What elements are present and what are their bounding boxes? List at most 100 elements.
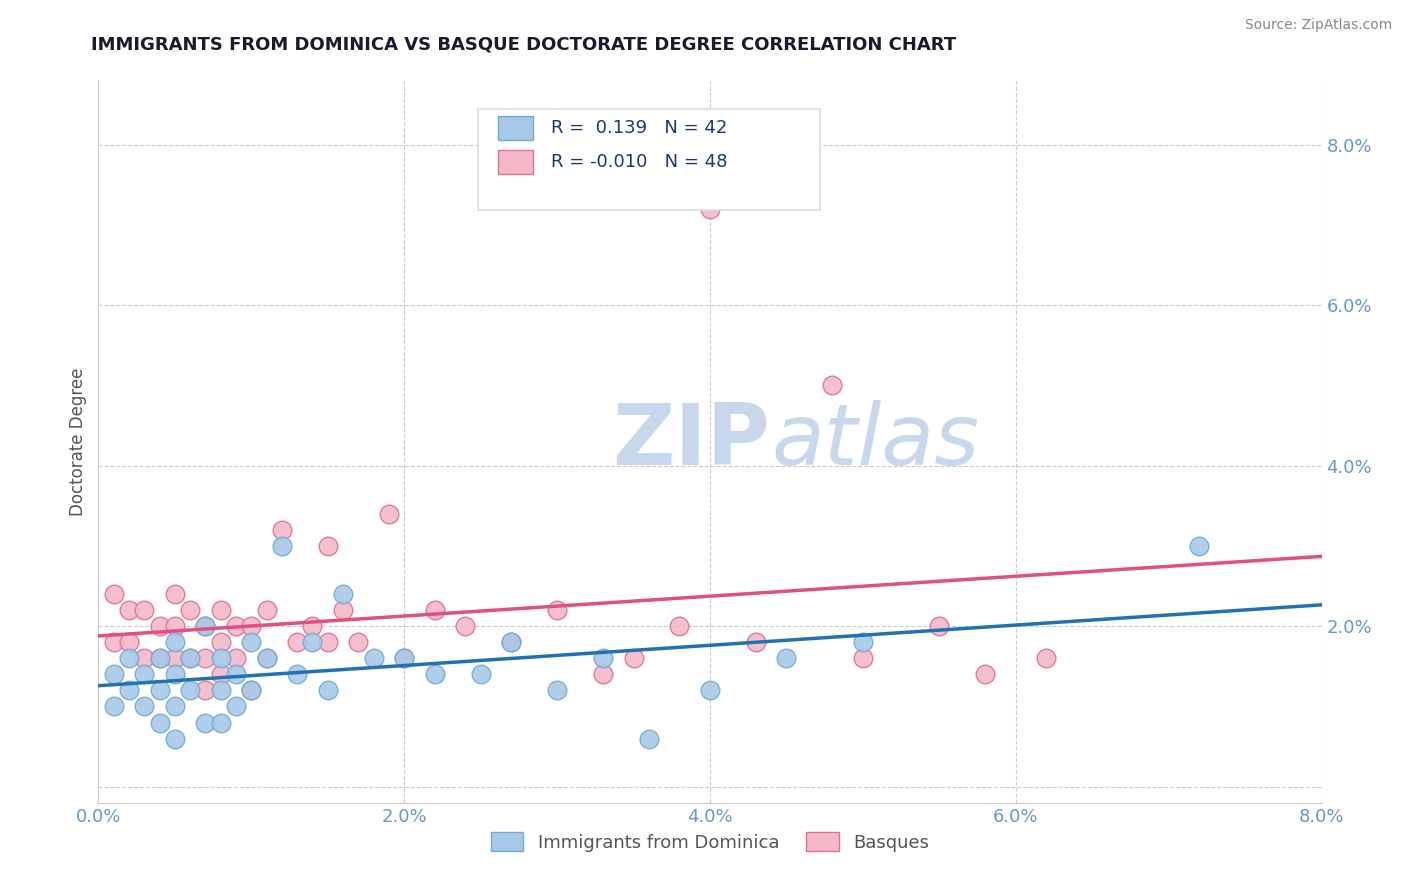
Point — [209, 651, 232, 665]
Point — [163, 731, 186, 746]
Text: IMMIGRANTS FROM DOMINICA VS BASQUE DOCTORATE DEGREE CORRELATION CHART: IMMIGRANTS FROM DOMINICA VS BASQUE DOCTO… — [91, 36, 956, 54]
Y-axis label: Doctorate Degree: Doctorate Degree — [69, 368, 87, 516]
Point — [194, 619, 217, 633]
Point — [134, 603, 156, 617]
Point — [149, 651, 172, 665]
Point — [103, 667, 125, 681]
Point — [163, 587, 186, 601]
Point — [1035, 651, 1057, 665]
Point — [179, 603, 201, 617]
FancyBboxPatch shape — [498, 150, 533, 174]
Point — [240, 619, 263, 633]
Point — [194, 715, 217, 730]
Point — [240, 683, 263, 698]
Point — [134, 651, 156, 665]
Point — [974, 667, 997, 681]
Point — [134, 667, 156, 681]
Point — [285, 667, 308, 681]
Point — [501, 635, 523, 649]
Text: atlas: atlas — [772, 400, 979, 483]
Point — [118, 651, 141, 665]
Point — [163, 619, 186, 633]
Point — [454, 619, 477, 633]
Point — [163, 699, 186, 714]
Point — [637, 731, 661, 746]
Point — [194, 683, 217, 698]
Point — [546, 683, 568, 698]
Point — [668, 619, 690, 633]
Point — [699, 683, 721, 698]
Text: R = -0.010   N = 48: R = -0.010 N = 48 — [551, 153, 727, 171]
Point — [256, 603, 278, 617]
Point — [316, 683, 339, 698]
Point — [103, 587, 125, 601]
Point — [209, 683, 232, 698]
Point — [699, 202, 721, 216]
Text: Source: ZipAtlas.com: Source: ZipAtlas.com — [1244, 18, 1392, 32]
Point — [118, 683, 141, 698]
Point — [821, 378, 844, 392]
Point — [301, 619, 323, 633]
Point — [285, 635, 308, 649]
Text: ZIP: ZIP — [612, 400, 770, 483]
Point — [103, 699, 125, 714]
Point — [270, 523, 294, 537]
Point — [1188, 539, 1211, 553]
Point — [301, 635, 323, 649]
Point — [256, 651, 278, 665]
Point — [470, 667, 492, 681]
Point — [209, 667, 232, 681]
Point — [240, 683, 263, 698]
Point — [209, 635, 232, 649]
Point — [423, 667, 446, 681]
Point — [316, 635, 339, 649]
Point — [225, 619, 247, 633]
Point — [316, 539, 339, 553]
FancyBboxPatch shape — [498, 116, 533, 140]
Point — [118, 603, 141, 617]
Point — [209, 603, 232, 617]
FancyBboxPatch shape — [478, 109, 820, 211]
Point — [163, 635, 186, 649]
Point — [745, 635, 768, 649]
Point — [592, 667, 614, 681]
Point — [225, 699, 247, 714]
Point — [332, 587, 354, 601]
Point — [256, 651, 278, 665]
Point — [194, 651, 217, 665]
Point — [163, 667, 186, 681]
Point — [179, 651, 201, 665]
Point — [149, 651, 172, 665]
Point — [179, 683, 201, 698]
Point — [347, 635, 370, 649]
Point — [852, 635, 875, 649]
Point — [392, 651, 416, 665]
Point — [775, 651, 797, 665]
Point — [592, 651, 614, 665]
Point — [332, 603, 354, 617]
Point — [103, 635, 125, 649]
Point — [149, 683, 172, 698]
Point — [270, 539, 294, 553]
Point — [240, 635, 263, 649]
Text: R =  0.139   N = 42: R = 0.139 N = 42 — [551, 120, 727, 137]
Point — [194, 619, 217, 633]
Point — [363, 651, 385, 665]
Point — [546, 603, 568, 617]
Point — [423, 603, 446, 617]
Point — [225, 667, 247, 681]
Point — [134, 699, 156, 714]
Point — [392, 651, 416, 665]
Point — [225, 651, 247, 665]
Point — [149, 715, 172, 730]
Point — [118, 635, 141, 649]
Point — [501, 635, 523, 649]
Point — [852, 651, 875, 665]
Point — [209, 715, 232, 730]
Point — [928, 619, 950, 633]
Point — [378, 507, 401, 521]
Legend: Immigrants from Dominica, Basques: Immigrants from Dominica, Basques — [484, 825, 936, 859]
Point — [623, 651, 645, 665]
Point — [149, 619, 172, 633]
Point — [163, 651, 186, 665]
